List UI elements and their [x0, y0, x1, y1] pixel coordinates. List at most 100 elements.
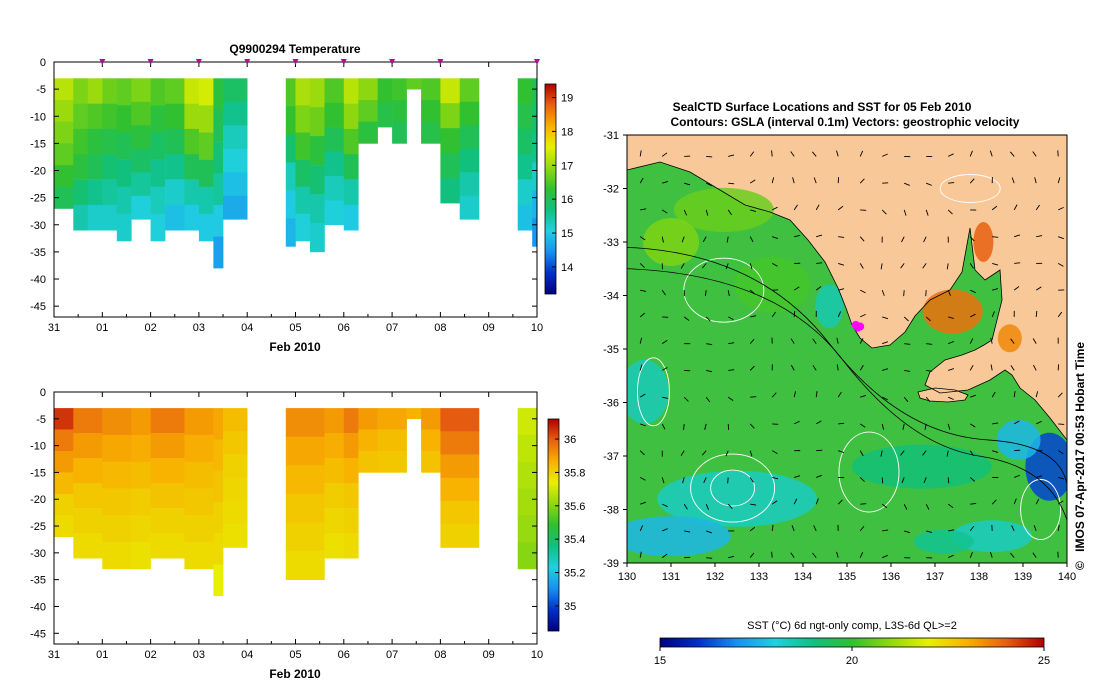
temperature-cell: [213, 236, 224, 269]
salinity-cell: [406, 408, 422, 420]
salinity-cell: [102, 434, 132, 462]
salinity-cell: [73, 408, 103, 434]
velocity-vector: [946, 450, 949, 457]
salinity-cell: [343, 483, 359, 509]
temperature-cell: [343, 154, 359, 180]
salinity-cell: [102, 408, 132, 436]
temperature-cell: [532, 190, 537, 219]
temperature-cell: [421, 100, 441, 122]
sst-patch: [627, 359, 669, 424]
map-x-tick-label: 130: [618, 571, 636, 583]
temperature-cell: [285, 190, 296, 219]
temperature-cell: [310, 165, 325, 195]
salinity-cell: [343, 408, 359, 434]
velocity-vector: [903, 209, 907, 216]
salinity-y-tick-label: -15: [30, 467, 46, 479]
velocity-vector: [948, 396, 954, 400]
velocity-vector: [771, 450, 778, 455]
velocity-vector: [662, 528, 668, 532]
temperature-cell: [87, 179, 103, 206]
velocity-vector: [794, 420, 800, 425]
velocity-vector: [859, 263, 864, 269]
velocity-vector: [969, 450, 974, 456]
salinity-cells: [54, 408, 537, 597]
velocity-vector: [923, 236, 927, 243]
velocity-vector: [771, 263, 778, 267]
salinity-cell: [343, 508, 359, 534]
profile-marker: [534, 59, 540, 65]
salinity-cell: [285, 551, 325, 580]
salinity-x-tick-label: 10: [531, 649, 543, 661]
velocity-vector: [727, 396, 734, 401]
velocity-vector: [1035, 204, 1040, 211]
temperature-y-tick-label: 0: [40, 57, 46, 69]
velocity-vector: [1013, 286, 1020, 291]
temperature-cell: [102, 179, 118, 206]
velocity-vector: [661, 367, 668, 371]
velocity-vector: [661, 209, 668, 214]
velocity-vector: [727, 503, 733, 509]
velocity-vector: [749, 552, 755, 558]
temperature-cell: [102, 78, 118, 104]
temperature-cell: [517, 128, 533, 155]
velocity-vector: [1032, 338, 1037, 344]
velocity-vector: [992, 288, 999, 291]
velocity-vector: [882, 396, 888, 401]
salinity-cell: [285, 522, 325, 552]
velocity-vector: [639, 393, 646, 398]
velocity-vector: [661, 236, 664, 243]
salinity-cell: [150, 433, 185, 459]
velocity-vector: [992, 262, 999, 266]
velocity-vector: [794, 235, 801, 238]
salinity-x-tick-label: 08: [434, 649, 446, 661]
temperature-cell: [73, 78, 89, 104]
velocity-vector: [728, 555, 735, 559]
salinity-colorbar-tick-label: 35.2: [564, 568, 585, 580]
temperature-x-tick-label: 05: [289, 322, 301, 334]
temperature-cell: [324, 127, 345, 152]
salinity-y-tick-label: -35: [30, 575, 46, 587]
temperature-cell: [440, 103, 460, 129]
temperature-cell: [54, 186, 74, 209]
temperature-cell: [73, 154, 89, 180]
temperature-x-tick-label: 06: [338, 322, 350, 334]
salinity-cell: [54, 451, 74, 473]
velocity-vector: [680, 263, 685, 269]
sst-patch: [657, 470, 817, 527]
temperature-cell: [343, 204, 359, 231]
temperature-cell: [295, 105, 311, 133]
velocity-vector: [948, 182, 955, 184]
velocity-vector: [1010, 365, 1015, 371]
velocity-vector: [1011, 177, 1015, 184]
velocity-vector: [992, 236, 999, 238]
velocity-vector: [1058, 423, 1065, 425]
map-x-tick-label: 140: [1058, 571, 1076, 583]
velocity-vector: [926, 530, 933, 534]
salinity-cell: [440, 454, 480, 479]
velocity-vector: [790, 552, 795, 558]
temperature-cell: [440, 178, 460, 204]
salinity-colorbar-tick-label: 36: [564, 434, 576, 446]
velocity-vector: [859, 338, 864, 344]
temperature-cell: [165, 78, 185, 104]
temperature-title: Q9900294 Temperature: [229, 42, 361, 56]
velocity-vector: [791, 525, 795, 532]
velocity-vector: [990, 337, 993, 344]
velocity-vector: [1010, 552, 1015, 558]
velocity-vector: [1013, 391, 1016, 398]
velocity-vector: [880, 450, 883, 457]
velocity-vector: [662, 181, 669, 184]
salinity-cell: [343, 458, 359, 484]
velocity-vector: [727, 209, 732, 216]
velocity-vector: [838, 450, 845, 454]
velocity-vector: [1009, 151, 1015, 157]
salinity-cell: [54, 429, 74, 452]
velocity-vector: [1057, 524, 1060, 531]
salinity-cell: [184, 542, 214, 570]
temperature-cell: [324, 200, 345, 226]
temperature-cell: [198, 105, 214, 133]
salinity-cell: [324, 458, 345, 484]
velocity-vector: [1014, 234, 1021, 238]
velocity-vector: [859, 178, 865, 184]
velocity-vector: [922, 450, 927, 456]
